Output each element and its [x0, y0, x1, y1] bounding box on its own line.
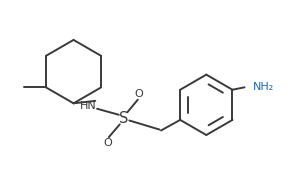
Text: HN: HN	[80, 101, 97, 111]
Text: NH₂: NH₂	[253, 82, 274, 92]
Text: O: O	[134, 89, 143, 99]
Text: S: S	[119, 111, 128, 126]
Text: O: O	[104, 138, 112, 148]
